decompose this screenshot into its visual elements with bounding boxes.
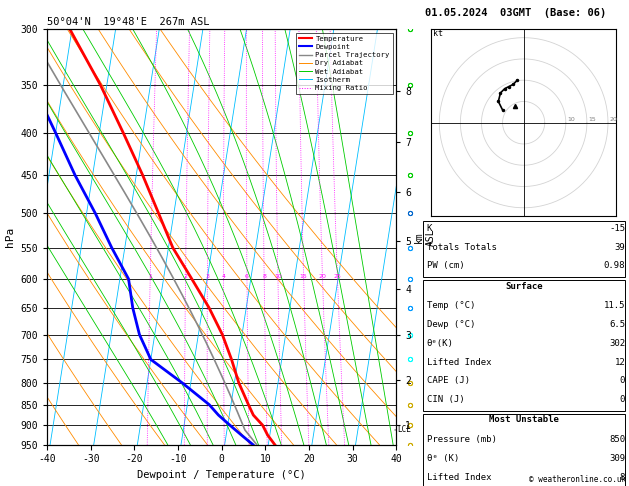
Text: CAPE (J): CAPE (J) <box>426 376 470 385</box>
Legend: Temperature, Dewpoint, Parcel Trajectory, Dry Adiabat, Wet Adiabat, Isotherm, Mi: Temperature, Dewpoint, Parcel Trajectory… <box>296 33 392 94</box>
Text: Surface: Surface <box>505 282 543 291</box>
Text: 11.5: 11.5 <box>604 301 625 311</box>
Text: 10: 10 <box>274 274 282 279</box>
Text: 0: 0 <box>620 395 625 404</box>
Text: Lifted Index: Lifted Index <box>426 358 491 366</box>
Text: θᵉ(K): θᵉ(K) <box>426 339 454 348</box>
Text: Temp (°C): Temp (°C) <box>426 301 475 311</box>
Text: CIN (J): CIN (J) <box>426 395 464 404</box>
Text: 25: 25 <box>333 274 342 279</box>
Text: K: K <box>426 224 432 233</box>
Text: 6: 6 <box>245 274 249 279</box>
Text: 4: 4 <box>221 274 225 279</box>
Text: 0.98: 0.98 <box>604 261 625 270</box>
Text: 850: 850 <box>609 435 625 444</box>
Text: 10: 10 <box>567 118 575 122</box>
Text: 3: 3 <box>205 274 209 279</box>
Text: 8: 8 <box>262 274 266 279</box>
Text: 0: 0 <box>620 376 625 385</box>
Bar <box>423 280 625 411</box>
Text: 309: 309 <box>609 454 625 463</box>
Text: 01.05.2024  03GMT  (Base: 06): 01.05.2024 03GMT (Base: 06) <box>425 8 606 17</box>
Text: 50°04'N  19°48'E  267m ASL: 50°04'N 19°48'E 267m ASL <box>47 17 209 27</box>
Text: 302: 302 <box>609 339 625 348</box>
X-axis label: Dewpoint / Temperature (°C): Dewpoint / Temperature (°C) <box>137 470 306 480</box>
Text: 39: 39 <box>615 243 625 252</box>
Y-axis label: hPa: hPa <box>5 227 15 247</box>
Text: 15: 15 <box>300 274 308 279</box>
Text: © weatheronline.co.uk: © weatheronline.co.uk <box>529 474 626 484</box>
Text: LCL: LCL <box>398 425 411 434</box>
Text: 20: 20 <box>610 118 617 122</box>
Text: 12: 12 <box>615 358 625 366</box>
Text: Pressure (mb): Pressure (mb) <box>426 435 497 444</box>
Text: 6.5: 6.5 <box>609 320 625 329</box>
Text: Totals Totals: Totals Totals <box>426 243 497 252</box>
Bar <box>423 221 625 278</box>
Text: 8: 8 <box>620 472 625 482</box>
Text: Lifted Index: Lifted Index <box>426 472 491 482</box>
Text: -15: -15 <box>609 224 625 233</box>
Text: Most Unstable: Most Unstable <box>489 416 559 424</box>
Text: θᵉ (K): θᵉ (K) <box>426 454 459 463</box>
Y-axis label: km
ASL: km ASL <box>414 228 435 246</box>
Text: PW (cm): PW (cm) <box>426 261 464 270</box>
Text: 15: 15 <box>588 118 596 122</box>
Text: 2: 2 <box>184 274 187 279</box>
Text: kt: kt <box>433 29 443 37</box>
Text: 20: 20 <box>318 274 326 279</box>
Bar <box>423 414 625 486</box>
Text: Dewp (°C): Dewp (°C) <box>426 320 475 329</box>
Text: 1: 1 <box>148 274 152 279</box>
